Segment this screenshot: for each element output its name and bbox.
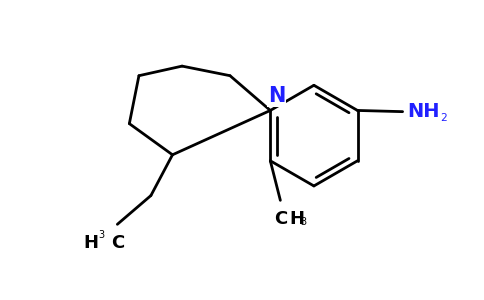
Text: $\mathregular{_2}$: $\mathregular{_2}$ <box>440 109 448 124</box>
Text: NH: NH <box>408 102 440 121</box>
Text: C: C <box>111 234 124 252</box>
Text: $\mathregular{_3}$: $\mathregular{_3}$ <box>301 214 308 228</box>
Text: N: N <box>268 86 285 106</box>
Text: H: H <box>289 210 304 228</box>
Text: H: H <box>83 234 98 252</box>
Text: $\mathregular{_3}$: $\mathregular{_3}$ <box>98 227 106 241</box>
Text: C: C <box>274 210 287 228</box>
